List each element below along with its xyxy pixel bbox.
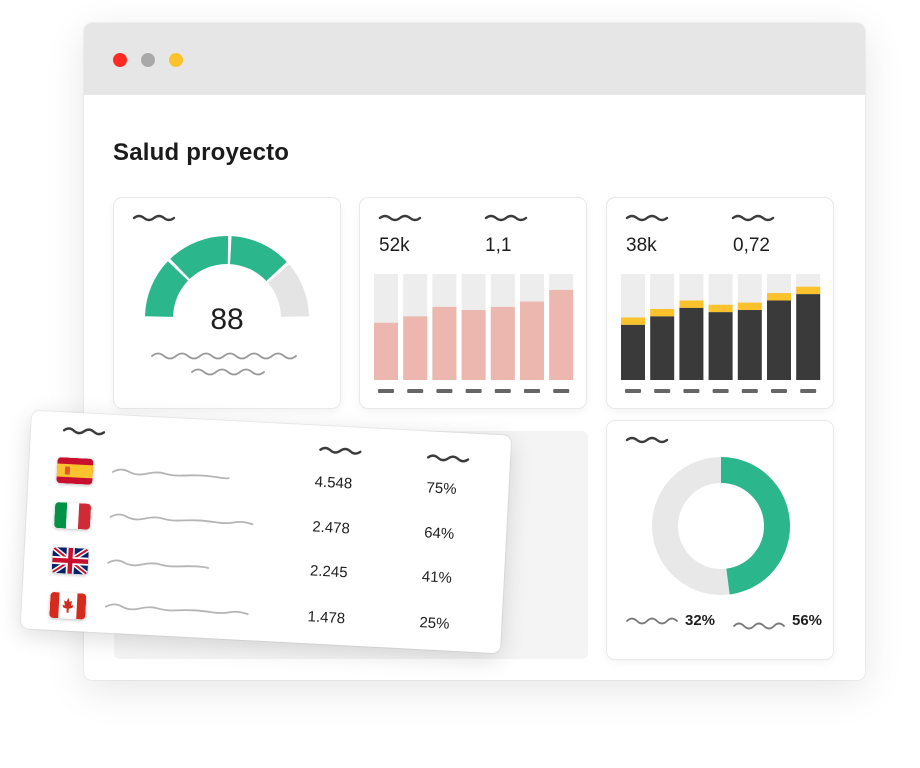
stat-label-squiggle (484, 214, 528, 222)
stat-value: 52k (379, 235, 410, 256)
stat-labels-1 (378, 214, 528, 222)
italy-flag-icon (53, 501, 92, 530)
uk-flag (51, 546, 89, 575)
bar-tick (524, 389, 540, 393)
bar-tick (625, 389, 641, 393)
legend-squiggle (733, 622, 785, 630)
bar-segment-yellow (767, 293, 791, 301)
bar-segment-yellow (708, 304, 733, 313)
donut-legend-value: 56% (792, 612, 823, 629)
bar-segment-dark (621, 324, 645, 380)
bar-tick (683, 389, 700, 393)
bar-tick (741, 389, 758, 393)
gauge-value: 88 (210, 303, 243, 336)
window-titlebar (84, 23, 865, 95)
stat-labels-2 (625, 214, 775, 222)
bar (549, 289, 574, 380)
bar-tick (494, 389, 511, 393)
bar-segment-yellow (650, 308, 675, 317)
table-cell-percent: 41% (421, 568, 453, 587)
bar-tick (712, 389, 729, 393)
bar-tick (465, 389, 482, 393)
bar-segment-yellow (796, 286, 821, 295)
card-label-squiggle (132, 214, 176, 222)
column-header-squiggle (319, 446, 362, 455)
stat-label-squiggle (731, 214, 775, 222)
bar-segment-yellow (621, 317, 645, 325)
bar-segment-dark (708, 312, 733, 380)
donut-svg (625, 436, 790, 630)
gauge-caption-squiggle-2 (191, 368, 265, 376)
gauge-segment (267, 264, 309, 317)
spain-flag (56, 456, 94, 485)
gauge-segment (145, 261, 189, 317)
canada-flag (49, 591, 87, 620)
page-title: Salud proyecto (113, 139, 290, 166)
table-cell-percent: 64% (423, 524, 455, 543)
gauge-segment (170, 236, 229, 280)
table-cell-value: 2.245 (309, 562, 348, 582)
close-window-button[interactable] (113, 53, 127, 67)
bar-tick (407, 389, 424, 393)
bar-segment-dark (796, 294, 821, 380)
bar-tick (654, 389, 671, 393)
bar-chart-1-plot (374, 274, 574, 393)
table-cell-percent: 75% (426, 479, 457, 498)
donut-legend-value: 32% (685, 612, 716, 629)
bar-chart-card-1[interactable]: 52k 1,1 (360, 198, 586, 408)
minimize-window-button[interactable] (141, 53, 155, 67)
table-cell-value: 2.478 (311, 518, 351, 538)
countries-table-card[interactable]: 4.548 2.478 2.245 1.478 75% 64% 41% 25% (20, 410, 512, 654)
stat-value: 0,72 (733, 235, 770, 256)
spain-flag-icon (56, 456, 94, 485)
stat-value: 1,1 (485, 235, 512, 256)
stat-label-squiggle (378, 214, 422, 222)
row-label-squiggle (109, 513, 254, 526)
bar-tick (553, 389, 570, 393)
maximize-window-button[interactable] (169, 53, 183, 67)
gauge-segment (230, 236, 287, 282)
bar-segment-dark (737, 310, 762, 380)
bar-segment-dark (679, 307, 704, 380)
row-label-squiggle (112, 468, 230, 480)
row-label-squiggle (107, 559, 209, 569)
bar-tick (771, 389, 787, 393)
bar-segment-dark (767, 300, 791, 380)
table-title-squiggle (62, 427, 106, 436)
gauge-svg: 88 (132, 214, 309, 376)
bar (520, 301, 544, 380)
stat-value: 38k (626, 235, 657, 256)
uk-flag-icon (51, 546, 89, 575)
bar (461, 310, 486, 380)
donut-card[interactable]: 32% 56% (607, 421, 833, 659)
stat-label-squiggle (625, 214, 669, 222)
bar-tick (800, 389, 817, 393)
canada-flag-icon (49, 591, 87, 620)
table-cell-percent: 25% (419, 614, 450, 633)
bar (490, 306, 515, 380)
card-label-squiggle (625, 436, 669, 444)
bar (374, 322, 398, 380)
column-header-squiggle (426, 454, 470, 463)
table-cell-value: 1.478 (307, 608, 346, 628)
bar-segment-yellow (737, 302, 762, 311)
bar-tick (436, 389, 453, 393)
bar-segment-yellow (679, 300, 704, 308)
gauge-caption-squiggle (151, 352, 297, 360)
gauge-card[interactable]: 88 (114, 198, 340, 408)
donut-green-segment (720, 457, 790, 595)
gauge-segments (145, 236, 309, 317)
bar (432, 306, 457, 380)
bar-segment-dark (650, 316, 675, 380)
table-squiggles (62, 427, 470, 616)
bar-tick (378, 389, 394, 393)
legend-squiggle (626, 617, 678, 625)
table-cell-value: 4.548 (314, 473, 353, 493)
bar-chart-card-2[interactable]: 38k 0,72 (607, 198, 833, 408)
bar (403, 316, 428, 380)
bar-chart-2-plot (621, 274, 821, 393)
italy-flag (53, 501, 92, 530)
row-label-squiggle (104, 603, 249, 616)
